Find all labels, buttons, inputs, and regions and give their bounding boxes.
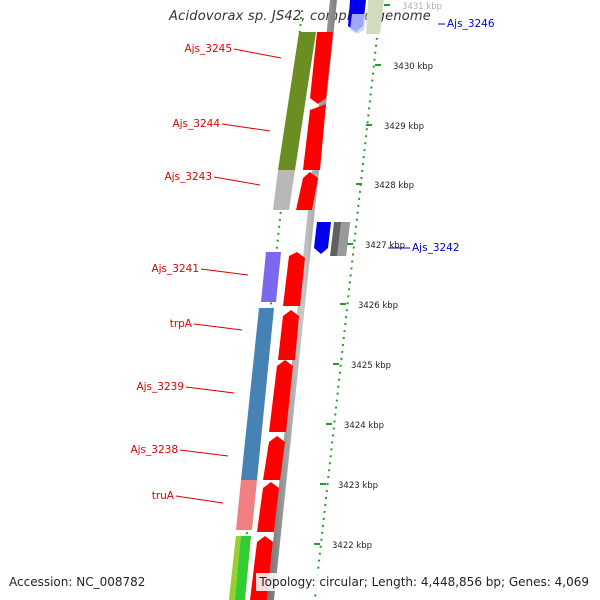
ruler-label: 3425 kbp [351, 361, 391, 371]
gene-label-leader [175, 495, 224, 504]
gene-arrow-ajs3241[interactable] [283, 252, 305, 306]
gene-arrow-ajs3244[interactable] [303, 104, 326, 170]
ruler-label: 3427 kbp [365, 241, 405, 251]
map-title: Acidovorax sp. JS42, complete genome [169, 9, 431, 24]
gene-arrow-ajs3239[interactable] [269, 360, 293, 432]
cog-track [229, 32, 316, 600]
ruler-dotted-outer [314, 9, 381, 599]
ruler-label: 3422 kbp [332, 541, 372, 551]
ruler-label: 3423 kbp [338, 481, 378, 491]
gene-label-leader [221, 123, 271, 132]
gene-label[interactable]: Ajs_3245 [184, 43, 232, 55]
gene-arrow-ajs3245[interactable] [310, 32, 333, 104]
forward-genes [250, 32, 333, 600]
gene-label-leader [233, 48, 282, 59]
cog-block-olive [278, 32, 316, 170]
gene-label[interactable]: Ajs_3238 [130, 444, 178, 456]
gene-label[interactable]: Ajs_3244 [172, 118, 220, 130]
gene-label[interactable]: Ajs_3239 [136, 381, 184, 393]
gene-label-leader [185, 386, 235, 394]
gene-arrow-trua[interactable] [257, 482, 279, 532]
gene-arrow-trpa[interactable] [278, 310, 299, 360]
gene-label[interactable]: Ajs_3242 [412, 242, 460, 254]
feature-olive-top [366, 0, 384, 34]
gene-label[interactable]: truA [152, 490, 175, 502]
gene-label[interactable]: Ajs_3246 [447, 18, 495, 30]
ruler-label: 3424 kbp [344, 421, 384, 431]
gene-label-leader [213, 176, 261, 186]
gene-label[interactable]: Ajs_3243 [164, 171, 212, 183]
feature-grey-3242-light [337, 222, 350, 256]
gene-label-leader [193, 323, 243, 331]
gene-arrow-ajs3243[interactable] [296, 172, 318, 210]
ruler-label: 3426 kbp [358, 301, 398, 311]
cog-block-grey [273, 170, 295, 210]
ruler-label: 3430 kbp [393, 62, 433, 72]
gene-label[interactable]: trpA [170, 318, 193, 330]
gene-arrow-ajs3238[interactable] [263, 436, 285, 480]
accession-text: Accession: NC_008782 [6, 573, 149, 591]
gene-label[interactable]: Ajs_3241 [151, 263, 199, 275]
ruler-track: 3431 kbp 3430 kbp 3429 kbp 3428 kbp 3427 kbp… [314, 2, 442, 551]
cog-block-purple [261, 252, 281, 302]
gene-arrow-ajs3242[interactable] [314, 222, 331, 254]
ruler-label: 3429 kbp [384, 122, 424, 132]
cog-block-green-light [229, 536, 241, 600]
ruler-label: 3431 kbp [402, 2, 442, 12]
topology-text: Topology: circular; Length: 4,448,856 bp… [256, 573, 592, 591]
gene-label-leader [179, 449, 229, 457]
cog-block-pink [236, 480, 257, 530]
gene-label-leader [200, 268, 249, 276]
cog-block-steelblue [241, 308, 274, 480]
reverse-genes [314, 0, 384, 256]
gene-labels: Ajs_3245 Ajs_3244 Ajs_3243 Ajs_3241 trpA Ajs_… [130, 18, 495, 504]
gene-arrow-ajs3246-faded [350, 14, 366, 34]
ruler-label: 3428 kbp [374, 181, 414, 191]
